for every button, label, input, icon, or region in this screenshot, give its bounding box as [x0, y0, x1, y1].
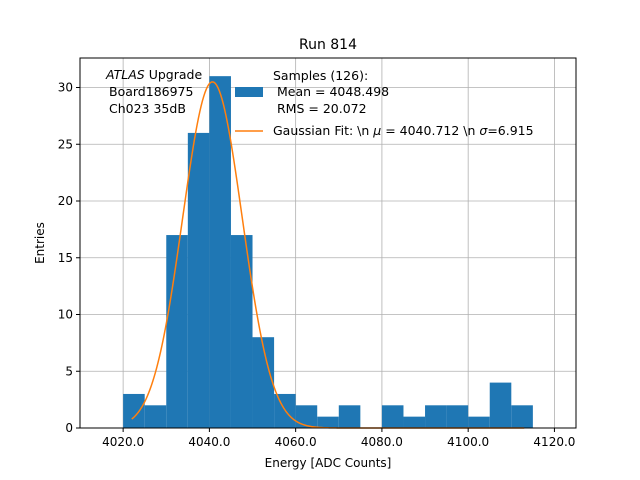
svg-text:ATLAS Upgrade: ATLAS Upgrade	[105, 67, 202, 82]
histogram-bar	[252, 337, 275, 428]
histogram-bar	[425, 405, 447, 428]
histogram-bar	[468, 416, 490, 428]
legend: Samples (126): Mean = 4048.498 RMS = 20.…	[235, 68, 534, 138]
x-tick-label: 4060.0	[275, 435, 317, 449]
fit-label-sigma: σ	[479, 123, 488, 138]
fit-label-prefix: Gaussian Fit: \n	[273, 123, 373, 138]
histogram-bar	[317, 416, 339, 428]
histogram-bar	[295, 405, 318, 428]
y-tick-label: 25	[58, 137, 73, 151]
histogram-bar	[230, 235, 253, 428]
upgrade-word: Upgrade	[145, 67, 203, 82]
y-axis-ticks: 0 5 10 15 20 25 30	[58, 81, 80, 435]
histogram-bar	[338, 405, 361, 428]
y-axis-label: Entries	[33, 222, 47, 264]
histogram-bar	[446, 405, 469, 428]
x-axis-ticks: 4020.0 4040.0 4060.0 4080.0 4100.0 4120.0	[102, 428, 575, 449]
histogram-bar	[123, 393, 145, 428]
atlas-word: ATLAS	[105, 67, 145, 82]
histogram-bar	[381, 405, 404, 428]
histogram-bar	[209, 76, 231, 428]
channel-label: Ch023 35dB	[109, 101, 186, 116]
y-tick-label: 15	[58, 251, 73, 265]
fit-label-mu: μ	[372, 123, 381, 138]
x-tick-label: 4020.0	[102, 435, 144, 449]
grid-lines	[80, 58, 576, 429]
x-tick-label: 4040.0	[188, 435, 230, 449]
histogram-bar	[187, 132, 210, 429]
legend-fit-label: Gaussian Fit: \n μ = 4040.712 \n σ=6.915	[273, 123, 534, 138]
legend-samples-line: Samples (126):	[273, 68, 368, 83]
x-tick-label: 4120.0	[533, 435, 575, 449]
fit-label-mu-value: = 4040.712 \n	[381, 123, 479, 138]
fit-label-sigma-value: =6.915	[487, 123, 533, 138]
atlas-annotation: ATLAS Upgrade Board186975 Ch023 35dB	[105, 67, 202, 116]
legend-mean-line: Mean = 4048.498	[277, 84, 389, 99]
y-tick-label: 30	[58, 81, 73, 95]
histogram-bars	[123, 76, 533, 429]
plot-frame	[79, 57, 577, 429]
legend-rms-line: RMS = 20.072	[277, 101, 367, 116]
histogram-bar	[403, 416, 426, 428]
x-tick-label: 4080.0	[361, 435, 403, 449]
chart-title: Run 814	[299, 37, 357, 53]
x-axis-label: Energy [ADC Counts]	[265, 456, 392, 470]
histogram-bar	[166, 235, 188, 428]
x-tick-label: 4100.0	[447, 435, 489, 449]
histogram-bar	[144, 405, 167, 428]
y-tick-label: 5	[65, 364, 73, 378]
legend-histogram-swatch	[235, 87, 263, 97]
histogram-bar	[489, 382, 512, 428]
y-tick-label: 10	[58, 308, 73, 322]
board-label: Board186975	[109, 84, 193, 99]
y-tick-label: 20	[58, 194, 73, 208]
histogram-bar	[511, 405, 533, 428]
y-tick-label: 0	[65, 421, 73, 435]
